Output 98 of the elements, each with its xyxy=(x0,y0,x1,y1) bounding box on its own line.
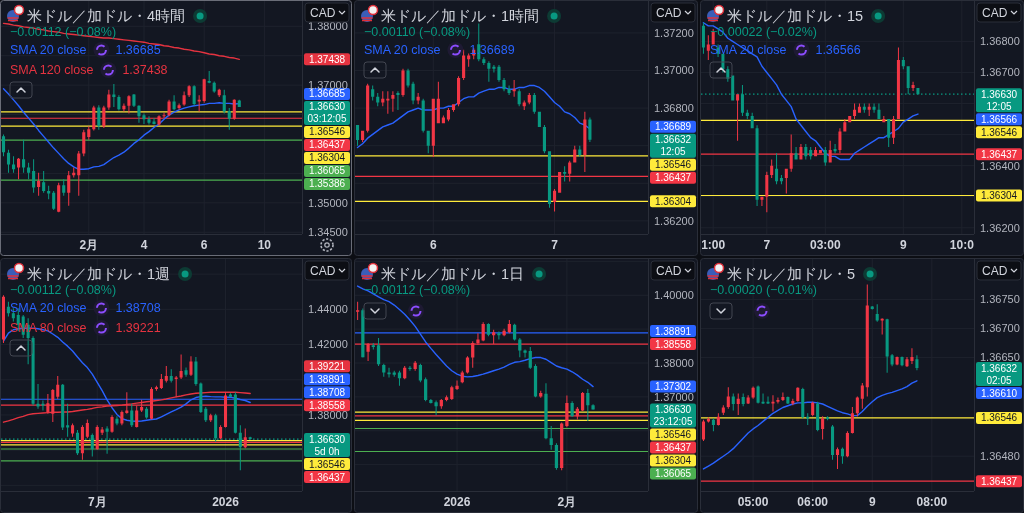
line-series xyxy=(702,380,918,470)
text: −0.00112 (−0.08%) xyxy=(10,25,117,39)
x-tick-label: 7 xyxy=(763,238,771,252)
x-tick-label: 06:00 xyxy=(797,495,829,509)
line-series xyxy=(2,391,251,423)
y-tick-label: 1.44000 xyxy=(308,303,348,316)
candlestick xyxy=(771,395,775,412)
y-tick-label: 1.36480 xyxy=(980,450,1020,463)
x-tick-label: 08:00 xyxy=(916,495,948,509)
candlestick xyxy=(434,400,438,416)
x-tick-label: 6 xyxy=(200,238,208,252)
text: −0.00112 (−0.08%) xyxy=(10,283,117,297)
candlestick xyxy=(36,383,40,409)
candlestick xyxy=(497,64,501,82)
y-tick-label: 1.36700 xyxy=(980,322,1020,335)
x-tick-label: 2月 xyxy=(557,495,577,509)
candlestick xyxy=(736,94,740,141)
y-tick-label: 1.36750 xyxy=(980,293,1020,306)
candlestick xyxy=(396,91,400,110)
x-tick-label: 4 xyxy=(140,238,148,252)
candlestick xyxy=(406,68,410,88)
legend-entry: SMA 20 close 1.38708 xyxy=(10,300,161,316)
text: 米ドル／加ドル・1週 xyxy=(27,266,171,282)
candlestick xyxy=(563,166,567,182)
legend-entry: SMA 20 close 1.36685 xyxy=(10,42,161,58)
y-tick-label: 1.36400 xyxy=(980,159,1020,172)
dropdown-currency: CAD xyxy=(650,260,696,281)
y-tick-label: 1.42000 xyxy=(308,338,348,351)
candlestick xyxy=(197,95,201,112)
y-tick-label: 1.36200 xyxy=(654,214,694,227)
candlestick xyxy=(900,356,904,367)
candlestick xyxy=(591,404,595,410)
annotation: 1.36685 xyxy=(115,43,161,58)
dropdown-currency: CAD xyxy=(976,2,1022,23)
candlestick xyxy=(502,78,506,92)
y-tick-label: 1.37000 xyxy=(654,390,694,403)
x-tick-label: 9 xyxy=(868,495,876,509)
candlestick xyxy=(386,91,390,114)
x-tick-label: 2月 xyxy=(79,238,99,252)
candlestick xyxy=(455,380,459,391)
line-series xyxy=(356,84,591,149)
text: 米ドル／加ドル・4時間 xyxy=(27,8,186,24)
text: −0.00112 (−0.08%) xyxy=(364,283,471,297)
candlestick xyxy=(523,349,527,358)
candlestick xyxy=(154,385,158,391)
line-series xyxy=(702,22,919,161)
dropdown-currency: CAD xyxy=(976,260,1022,281)
candlestick xyxy=(112,83,116,107)
y-tick-label: 1.35000 xyxy=(308,196,348,209)
x-tick-label: 1:00 xyxy=(701,238,726,252)
y-tick-label: 1.37200 xyxy=(654,26,694,39)
text: 米ドル／加ドル・1日 xyxy=(381,266,525,282)
x-tick-label: 10:0 xyxy=(949,238,975,252)
text: 米ドル／加ドル・1時間 xyxy=(381,8,540,24)
x-tick-label: 10 xyxy=(257,238,272,252)
candlestick xyxy=(110,415,114,433)
text: 米ドル／加ドル・15 xyxy=(727,8,864,24)
y-tick-label: 1.36200 xyxy=(980,221,1020,234)
y-tick-label: 1.40000 xyxy=(654,289,694,302)
x-tick-label: 03:00 xyxy=(809,238,841,252)
annotation: 1.36566 xyxy=(815,43,861,58)
candlestick xyxy=(401,68,405,97)
x-tick-label: 7月 xyxy=(87,495,107,509)
annotation: 1.38708 xyxy=(115,301,161,316)
text: 米ドル／加ドル・5 xyxy=(727,266,856,282)
x-tick-label: 6 xyxy=(429,238,437,252)
candlestick xyxy=(497,331,501,340)
candlestick xyxy=(544,383,548,440)
candlestick xyxy=(355,301,360,320)
y-tick-label: 1.38000 xyxy=(654,356,694,369)
dropdown-currency: CAD xyxy=(650,2,696,23)
x-tick-label: 9 xyxy=(899,238,907,252)
candlestick xyxy=(806,413,810,425)
candlestick xyxy=(66,403,70,437)
y-tick-label: 1.36650 xyxy=(980,351,1020,364)
series-label: SMA 20 close xyxy=(10,301,87,316)
y-tick-label: 1.37000 xyxy=(654,64,694,77)
x-tick-label: 05:00 xyxy=(737,495,769,509)
candlestick xyxy=(174,375,178,398)
annotation: 1.37438 xyxy=(122,63,168,78)
y-tick-label: 1.36700 xyxy=(980,66,1020,79)
annotation: 1.39221 xyxy=(115,321,161,336)
dropdown-currency: CAD xyxy=(304,2,350,23)
dropdown-currency: CAD xyxy=(304,260,350,281)
y-tick-label: 1.36800 xyxy=(980,35,1020,48)
text: −0.00110 (−0.08%) xyxy=(364,25,471,39)
y-tick-label: 1.36800 xyxy=(654,101,694,114)
legend-entry: SMA 120 close 1.37438 xyxy=(10,62,168,78)
candlestick xyxy=(391,91,395,112)
candlestick xyxy=(512,79,516,97)
x-tick-label: 2026 xyxy=(212,495,240,509)
x-tick-label: 7 xyxy=(551,238,559,252)
y-tick-label: 1.38000 xyxy=(308,20,348,33)
y-tick-label: 1.34500 xyxy=(308,226,348,239)
candlestick xyxy=(189,356,193,376)
x-tick-label: 2026 xyxy=(443,495,471,509)
text: −0.00020 (−0.01%) xyxy=(710,283,818,297)
candlestick xyxy=(387,367,391,378)
